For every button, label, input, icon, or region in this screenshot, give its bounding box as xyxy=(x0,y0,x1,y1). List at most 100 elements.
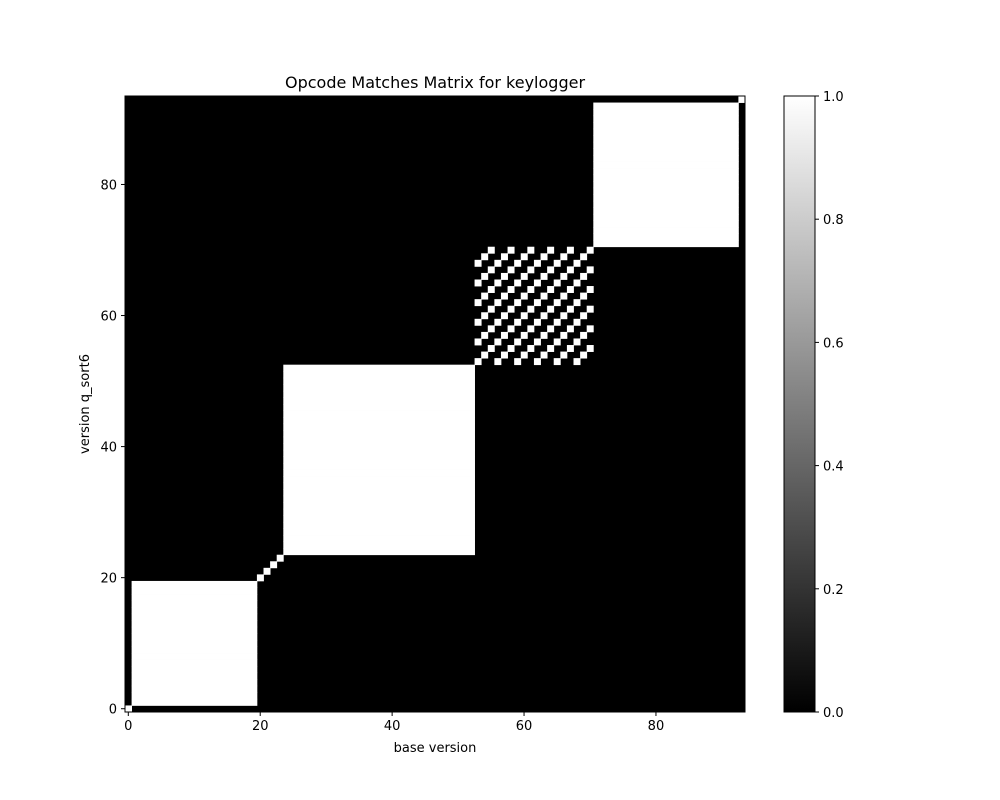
heatmap-cell xyxy=(560,253,568,261)
heatmap-cell xyxy=(540,351,548,359)
heatmap-cell xyxy=(283,384,475,392)
heatmap-cell xyxy=(131,639,258,647)
heatmap-cell xyxy=(283,495,475,503)
heatmap-cell xyxy=(131,626,258,634)
heatmap-cell xyxy=(593,174,739,182)
heatmap-cell xyxy=(738,96,746,103)
heatmap-cell xyxy=(283,482,475,490)
heatmap-cell xyxy=(560,331,568,339)
x-tick-label: 40 xyxy=(384,719,401,734)
y-tick-label: 20 xyxy=(100,572,117,587)
heatmap-cell xyxy=(131,600,258,608)
heatmap-cell xyxy=(520,292,528,300)
heatmap-cell xyxy=(566,345,574,352)
heatmap-cell xyxy=(593,181,739,189)
heatmap-cell xyxy=(283,430,475,438)
heatmap-cell xyxy=(131,646,258,654)
heatmap-cell xyxy=(553,318,561,326)
heatmap-cell xyxy=(283,377,475,385)
heatmap-cell xyxy=(283,410,475,418)
heatmap-cell xyxy=(533,279,541,287)
heatmap-cell xyxy=(520,331,528,339)
heatmap-cell xyxy=(566,246,574,254)
heatmap-cell xyxy=(560,312,568,320)
heatmap-cell xyxy=(533,318,541,326)
heatmap-cell xyxy=(283,528,475,536)
heatmap-cell xyxy=(553,358,561,366)
heatmap-cell xyxy=(573,299,581,307)
heatmap-cell xyxy=(283,371,475,379)
heatmap-cell xyxy=(500,331,508,339)
heatmap-cell xyxy=(593,227,739,235)
heatmap-cell xyxy=(487,345,495,352)
heatmap-cell xyxy=(580,272,588,280)
y-tick-label: 80 xyxy=(100,178,117,193)
heatmap-cell xyxy=(507,345,515,352)
heatmap-cell xyxy=(573,259,581,267)
heatmap-cell xyxy=(593,168,739,176)
heatmap-cell xyxy=(540,312,548,320)
heatmap-cell xyxy=(474,318,482,326)
heatmap-cell xyxy=(527,266,535,274)
heatmap-cell xyxy=(131,580,258,588)
x-axis: 0 20 40 60 80 xyxy=(124,712,664,734)
heatmap-cell xyxy=(560,272,568,280)
heatmap-cell xyxy=(507,286,515,293)
heatmap-cell xyxy=(283,456,475,464)
heatmap-cell xyxy=(494,279,502,287)
heatmap-cell xyxy=(131,666,258,674)
heatmap-cell xyxy=(283,489,475,497)
heatmap-cell xyxy=(514,259,522,267)
heatmap-cell xyxy=(487,266,495,274)
heatmap-cell xyxy=(593,213,739,221)
heatmap-cell xyxy=(586,286,594,293)
heatmap-cell xyxy=(573,279,581,287)
x-tick-label: 60 xyxy=(516,719,533,734)
heatmap-cell xyxy=(553,259,561,267)
heatmap-cell xyxy=(593,200,739,208)
y-tick-label: 60 xyxy=(100,310,117,325)
heatmap-cell xyxy=(474,279,482,287)
heatmap-cell xyxy=(283,449,475,457)
heatmap-cell xyxy=(573,358,581,366)
heatmap-cell xyxy=(586,246,594,254)
heatmap-cell xyxy=(507,325,515,333)
heatmap-cell xyxy=(494,259,502,267)
heatmap-cell xyxy=(270,561,278,569)
heatmap-cell xyxy=(283,535,475,543)
heatmap-cell xyxy=(520,351,528,359)
heatmap-cell xyxy=(547,246,555,254)
heatmap-cell xyxy=(566,266,574,274)
heatmap-cell xyxy=(593,122,739,130)
colorbar-tick-label: 1.0 xyxy=(823,90,844,105)
heatmap-cell xyxy=(580,253,588,261)
heatmap-cell xyxy=(500,312,508,320)
heatmap-cell xyxy=(481,331,489,339)
heatmap-cell xyxy=(494,318,502,326)
heatmap-cell xyxy=(533,338,541,346)
colorbar-tick-label: 0.0 xyxy=(823,706,844,721)
plot-frame xyxy=(124,95,746,713)
heatmap-cell xyxy=(507,246,515,254)
heatmap-cell xyxy=(283,508,475,516)
heatmap-cell xyxy=(593,128,739,136)
x-axis-label: base version xyxy=(394,741,477,756)
heatmap-cell xyxy=(580,292,588,300)
heatmap-cell xyxy=(527,325,535,333)
heatmap-cell xyxy=(481,253,489,261)
heatmap-cell xyxy=(514,279,522,287)
heatmap-cell xyxy=(125,705,132,713)
heatmap-cell xyxy=(514,358,522,366)
heatmap-cell xyxy=(573,338,581,346)
heatmap-cell xyxy=(474,338,482,346)
heatmap-cell xyxy=(283,436,475,444)
heatmap-cell xyxy=(494,338,502,346)
heatmap-cell xyxy=(474,259,482,267)
heatmap-cell xyxy=(283,364,475,372)
heatmap-cell xyxy=(474,358,482,366)
x-tick-label: 0 xyxy=(124,719,132,734)
heatmap-cell xyxy=(593,115,739,123)
heatmap-cell xyxy=(586,325,594,333)
heatmap-cell xyxy=(494,299,502,307)
